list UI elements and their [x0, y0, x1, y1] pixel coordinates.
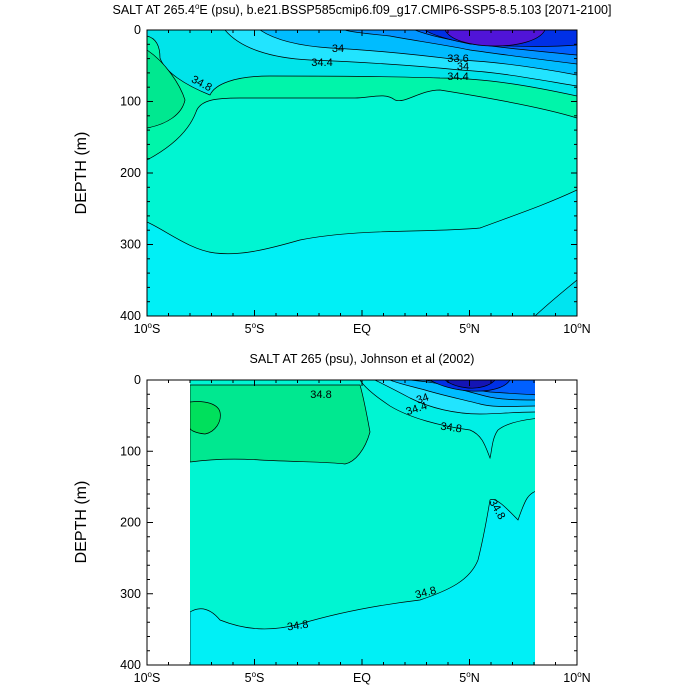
y-tick-label: 400: [120, 658, 141, 672]
contour-label: 34: [415, 391, 430, 406]
x-tick-label: 10oS: [134, 670, 161, 685]
contour-label: 34: [332, 43, 344, 55]
fill-346: [190, 491, 535, 665]
y-tick-label: 200: [120, 516, 141, 530]
fill-346-upper: [190, 384, 371, 465]
x-tick-label: EQ: [353, 671, 371, 685]
y-tick-label: 400: [120, 309, 141, 323]
contour-label: 33.6: [447, 53, 468, 65]
panel-1-contour-fill: [147, 30, 577, 316]
fill-346-right: [534, 279, 577, 316]
contour-label: 34.8: [414, 585, 438, 602]
y-tick-label: 0: [134, 23, 141, 37]
x-tick-label: EQ: [353, 322, 371, 336]
contour-label: 34.4: [311, 57, 332, 69]
x-tick-label: 10oS: [134, 321, 161, 336]
panel-1-contour-labels: 34 34.4 34.8 33.6 34 34.4: [189, 43, 469, 94]
panel-2-y-axis-label: DEPTH (m): [73, 481, 90, 564]
contour-label: 34.8: [310, 389, 331, 401]
y-tick-label: 200: [120, 166, 141, 180]
y-tick-label: 0: [134, 373, 141, 387]
fill-344-left: [147, 49, 186, 129]
y-tick-label: 300: [120, 238, 141, 252]
y-tick-label: 100: [120, 95, 141, 109]
panel-1: SALT AT 265.4oE (psu), b.e21.BSSP585cmip…: [73, 2, 611, 336]
panel-1-y-axis-label: DEPTH (m): [73, 132, 90, 215]
panel-1-axes: 10oS 5oS EQ 5oN 10oN 0 100 200 300 400: [120, 23, 591, 336]
contour-label: 34.8: [440, 421, 463, 436]
contour-label: 34.4: [447, 71, 468, 83]
contour-label: 34: [457, 61, 469, 73]
x-tick-label: 5oS: [245, 321, 265, 336]
fill-344: [190, 401, 221, 435]
panel-2-axes: 10oS 5oS EQ 5oN 10oN 0 100 200 300 400: [120, 373, 591, 685]
y-tick-label: 300: [120, 587, 141, 601]
panel-2-title: SALT AT 265 (psu), Johnson et al (2002): [250, 352, 475, 366]
panel-2: SALT AT 265 (psu), Johnson et al (2002) …: [73, 352, 591, 685]
contour-label: 34.8: [286, 619, 309, 634]
panel-1-title: SALT AT 265.4oE (psu), b.e21.BSSP585cmip…: [113, 2, 612, 17]
y-tick-label: 100: [120, 444, 141, 458]
panel-2-contour-fill: [190, 380, 535, 665]
x-tick-label: 10oN: [563, 670, 590, 685]
x-tick-label: 10oN: [563, 321, 590, 336]
x-tick-label: 5oS: [245, 670, 265, 685]
x-tick-label: 5oN: [459, 321, 479, 336]
x-tick-label: 5oN: [459, 670, 479, 685]
